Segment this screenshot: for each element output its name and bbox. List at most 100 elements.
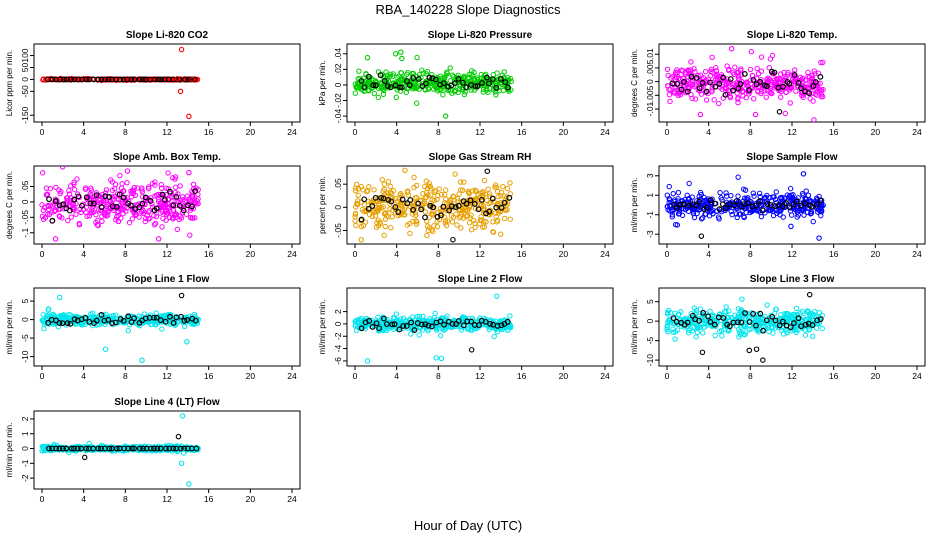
data-point (44, 191, 51, 197)
data-point (708, 66, 714, 73)
data-point (440, 92, 446, 98)
outlier-point (699, 349, 706, 356)
data-point-highlight (504, 318, 511, 325)
data-point (461, 91, 468, 98)
y-axis-label: degrees C per min. (630, 49, 639, 117)
data-point (184, 193, 191, 199)
y-tick-label: 0 (645, 79, 655, 84)
x-tick-label: 8 (123, 127, 128, 137)
data-point (406, 220, 413, 227)
data-point-highlight (192, 188, 199, 194)
data-point (111, 204, 117, 211)
y-tick-label: 1 (20, 431, 30, 436)
data-point (664, 66, 671, 72)
data-point (805, 192, 812, 198)
data-point (434, 196, 440, 202)
data-point (68, 198, 74, 204)
data-point-highlight (463, 200, 470, 207)
data-point-highlight (185, 76, 192, 83)
data-point (673, 74, 679, 80)
data-point (384, 72, 391, 79)
data-point-highlight (798, 85, 804, 92)
data-point (735, 306, 741, 312)
data-point (756, 190, 763, 196)
data-point-highlight (369, 324, 376, 330)
outlier-point (186, 169, 192, 176)
x-tick-label: 20 (871, 371, 881, 381)
data-point (694, 329, 701, 336)
data-point-highlight (771, 69, 778, 76)
data-point (682, 69, 689, 75)
data-point (70, 206, 76, 213)
data-point-highlight (817, 197, 824, 204)
data-point (408, 331, 414, 337)
y-tick-label: 5 (20, 298, 30, 303)
data-point (688, 59, 694, 65)
data-point-highlight (95, 445, 102, 452)
data-point (710, 210, 716, 217)
data-point (672, 336, 678, 342)
data-point (664, 326, 670, 333)
outlier-point (52, 236, 59, 242)
data-point-highlight (147, 198, 154, 204)
data-point-highlight (167, 188, 173, 195)
data-point (382, 223, 389, 230)
data-point-highlight (53, 445, 60, 452)
data-point-highlight (787, 324, 794, 331)
data-point (120, 188, 126, 194)
data-point (381, 232, 387, 239)
data-point (690, 210, 697, 217)
data-point (422, 87, 429, 93)
x-tick-label: 4 (706, 249, 711, 259)
data-point (709, 54, 715, 60)
data-point-highlight (471, 201, 478, 207)
data-point (183, 211, 190, 217)
data-point (726, 308, 732, 314)
data-point-highlight (377, 72, 384, 79)
data-point (700, 330, 706, 336)
data-point (414, 199, 420, 206)
data-point (145, 184, 152, 190)
data-point (441, 74, 448, 81)
data-point-highlight (173, 193, 180, 200)
data-point (159, 194, 165, 200)
data-point (444, 69, 450, 75)
data-point-highlight (719, 201, 726, 208)
data-point (810, 333, 816, 339)
data-point (782, 110, 789, 117)
x-tick-label: 20 (559, 371, 569, 381)
outlier-point (697, 111, 704, 118)
data-point (500, 183, 506, 190)
data-point-highlight (795, 315, 802, 322)
data-point-highlight (83, 445, 90, 452)
data-point-highlight (790, 201, 797, 208)
data-point (497, 193, 504, 199)
data-point-highlight (475, 322, 482, 329)
data-point-highlight (151, 314, 157, 321)
y-tick-label: 5 (645, 299, 655, 304)
data-point-highlight (366, 318, 373, 324)
data-point-highlight (369, 203, 376, 209)
data-point (742, 332, 748, 338)
data-point (145, 185, 152, 192)
data-point (709, 85, 715, 91)
panel-1: Slope Li-820 CO2 0 4 8 12 16 20 24 -150 -50 0 50100… (5, 30, 301, 137)
data-point-highlight (365, 205, 372, 212)
data-point-highlight (74, 445, 81, 452)
data-point-highlight (410, 206, 417, 213)
data-point-highlight (396, 326, 403, 333)
panel-title: Slope Gas Stream RH (429, 152, 532, 163)
data-point (355, 198, 361, 204)
data-point (717, 311, 723, 317)
data-point-highlight (425, 322, 432, 329)
data-point-highlight (768, 68, 775, 75)
y-axis-label: ml/min per min. (318, 300, 327, 355)
data-point (72, 186, 78, 193)
data-point-highlight (730, 87, 736, 94)
data-point (432, 83, 438, 90)
outlier-point (178, 292, 185, 299)
data-point (132, 212, 138, 219)
data-point-highlight (176, 202, 183, 209)
y-axis-label: degrees C per min. (5, 171, 14, 239)
